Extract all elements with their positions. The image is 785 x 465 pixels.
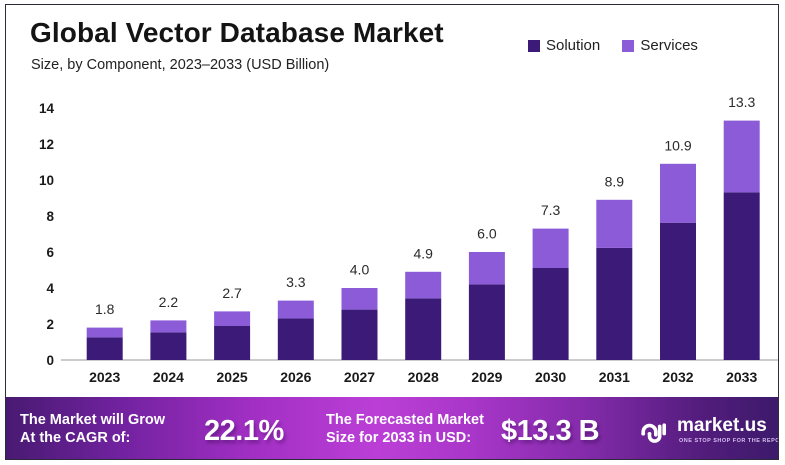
svg-text:4.9: 4.9 — [413, 245, 433, 261]
svg-text:2025: 2025 — [217, 369, 248, 385]
svg-text:3.3: 3.3 — [286, 274, 306, 290]
svg-text:2029: 2029 — [471, 369, 502, 385]
svg-text:2: 2 — [46, 317, 54, 332]
svg-text:2.2: 2.2 — [159, 294, 179, 310]
svg-text:2.7: 2.7 — [222, 285, 242, 301]
svg-text:2027: 2027 — [344, 369, 375, 385]
svg-text:7.3: 7.3 — [541, 202, 561, 218]
svg-text:4: 4 — [46, 281, 54, 296]
svg-text:0: 0 — [46, 353, 54, 368]
svg-text:12: 12 — [39, 137, 54, 152]
svg-text:4.0: 4.0 — [350, 262, 370, 278]
svg-text:2031: 2031 — [599, 369, 630, 385]
svg-text:2030: 2030 — [535, 369, 566, 385]
svg-text:6: 6 — [46, 245, 54, 260]
svg-text:8: 8 — [46, 209, 54, 224]
svg-text:2023: 2023 — [89, 369, 120, 385]
svg-text:2026: 2026 — [280, 369, 311, 385]
svg-text:1.8: 1.8 — [95, 301, 115, 317]
svg-text:2028: 2028 — [408, 369, 439, 385]
svg-text:2024: 2024 — [153, 369, 184, 385]
svg-text:2032: 2032 — [662, 369, 693, 385]
svg-text:10: 10 — [39, 173, 54, 188]
svg-text:13.3: 13.3 — [728, 94, 755, 110]
svg-text:10.9: 10.9 — [664, 137, 691, 153]
svg-text:14: 14 — [39, 101, 55, 116]
svg-text:6.0: 6.0 — [477, 226, 497, 242]
svg-text:8.9: 8.9 — [605, 173, 625, 189]
svg-text:2033: 2033 — [726, 369, 757, 385]
